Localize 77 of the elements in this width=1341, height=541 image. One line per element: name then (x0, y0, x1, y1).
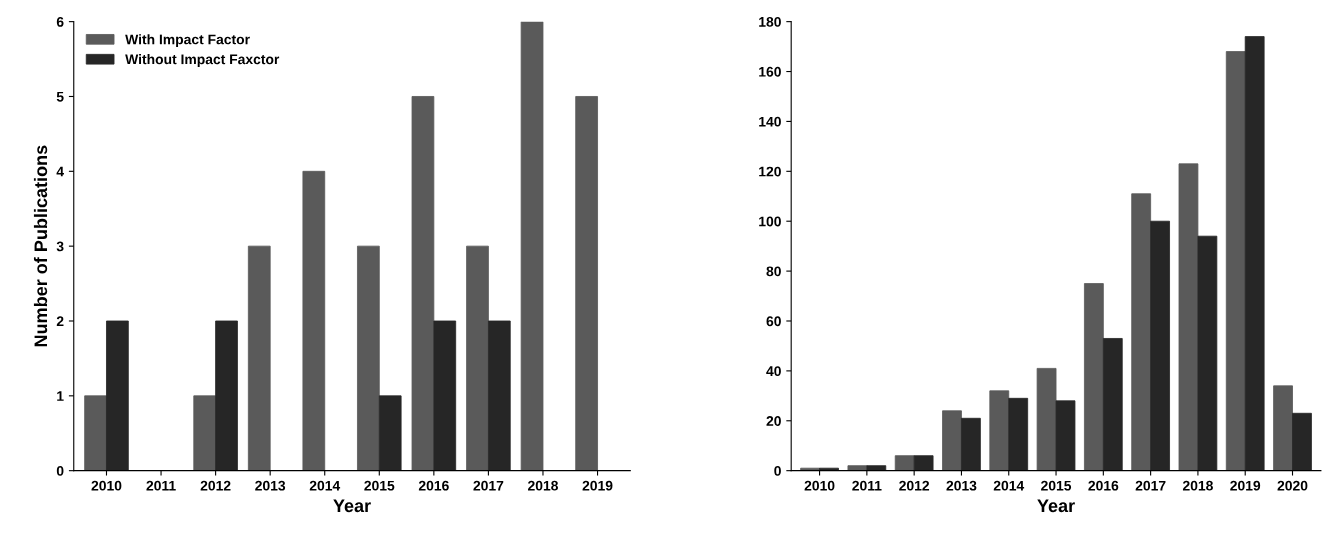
bar (575, 96, 598, 471)
x-tick-label: 2012 (899, 480, 930, 491)
legend-label: Without Impact Faxctor (125, 54, 280, 67)
x-tick-label: 2014 (993, 480, 1025, 491)
x-axis-title: Year (1037, 499, 1075, 513)
y-tick-label: 20 (766, 416, 781, 426)
bar (961, 417, 981, 471)
x-tick-label: 2018 (528, 480, 558, 491)
bar (357, 245, 380, 471)
y-tick-label: 60 (766, 316, 781, 327)
bar (1131, 193, 1152, 471)
bar (1197, 235, 1218, 471)
bar (1178, 163, 1199, 471)
y-axis-title: Number of Publications (33, 145, 48, 347)
bar (1055, 400, 1076, 471)
y-tick-label: 140 (759, 116, 781, 127)
x-tick-label: 2016 (418, 480, 449, 491)
x-tick-label: 2014 (309, 480, 341, 491)
bar (520, 21, 544, 471)
bar (302, 170, 326, 471)
x-tick-label: 2012 (200, 480, 231, 491)
bar (106, 320, 129, 471)
y-tick-label: 160 (759, 66, 781, 77)
x-tick-label: 2011 (146, 480, 176, 491)
x-tick-label: 2015 (1041, 480, 1072, 491)
bar (1083, 283, 1104, 471)
x-tick-label: 2013 (946, 480, 977, 491)
bar (1102, 338, 1123, 471)
y-tick-label: 1 (57, 391, 64, 401)
y-tick-label: 2 (56, 316, 64, 327)
x-tick-label: 2013 (255, 480, 286, 491)
bar (894, 455, 915, 471)
x-tick-label: 2011 (852, 480, 882, 491)
bar (247, 245, 271, 471)
bar (866, 465, 887, 471)
y-tick-label: 3 (56, 241, 64, 252)
legend-label: With Impact Factor (125, 34, 250, 48)
y-tick-label: 5 (56, 91, 64, 102)
bar (215, 320, 238, 471)
bar (989, 390, 1010, 471)
x-tick-label: 2010 (804, 480, 835, 491)
bar (411, 96, 435, 471)
bar (913, 455, 934, 471)
y-tick-label: 0 (56, 466, 64, 476)
x-tick-label: 2015 (364, 480, 395, 491)
x-axis-title: Year (333, 499, 371, 513)
y-tick-label: 0 (774, 466, 781, 476)
bar (1225, 51, 1246, 471)
bar (378, 395, 402, 471)
y-tick-label: 180 (759, 16, 781, 27)
bar (1292, 412, 1312, 471)
y-tick-label: 40 (766, 366, 781, 377)
x-tick-label: 2016 (1088, 480, 1119, 491)
y-tick-label: 120 (759, 166, 781, 177)
x-tick-label: 2018 (1182, 480, 1213, 491)
y-tick-label: 4 (56, 166, 64, 177)
bar (1244, 36, 1265, 471)
x-tick-label: 2020 (1277, 480, 1308, 491)
x-tick-label: 2017 (1135, 480, 1166, 491)
x-tick-label: 2010 (91, 480, 122, 491)
bar (847, 465, 868, 471)
bar (84, 395, 107, 471)
y-tick-label: 6 (56, 16, 64, 27)
y-tick-label: 80 (766, 266, 781, 277)
bar (487, 320, 511, 471)
x-tick-label: 2019 (582, 480, 613, 491)
bar (193, 395, 217, 471)
bar (942, 410, 962, 471)
bar (1036, 367, 1057, 471)
bar (1273, 385, 1293, 471)
x-tick-label: 2019 (1230, 480, 1261, 491)
bar (1008, 397, 1029, 471)
y-tick-label: 100 (759, 216, 781, 227)
x-tick-label: 2017 (473, 480, 504, 491)
bar (466, 245, 489, 471)
bar (433, 320, 457, 471)
bar (1150, 220, 1170, 471)
